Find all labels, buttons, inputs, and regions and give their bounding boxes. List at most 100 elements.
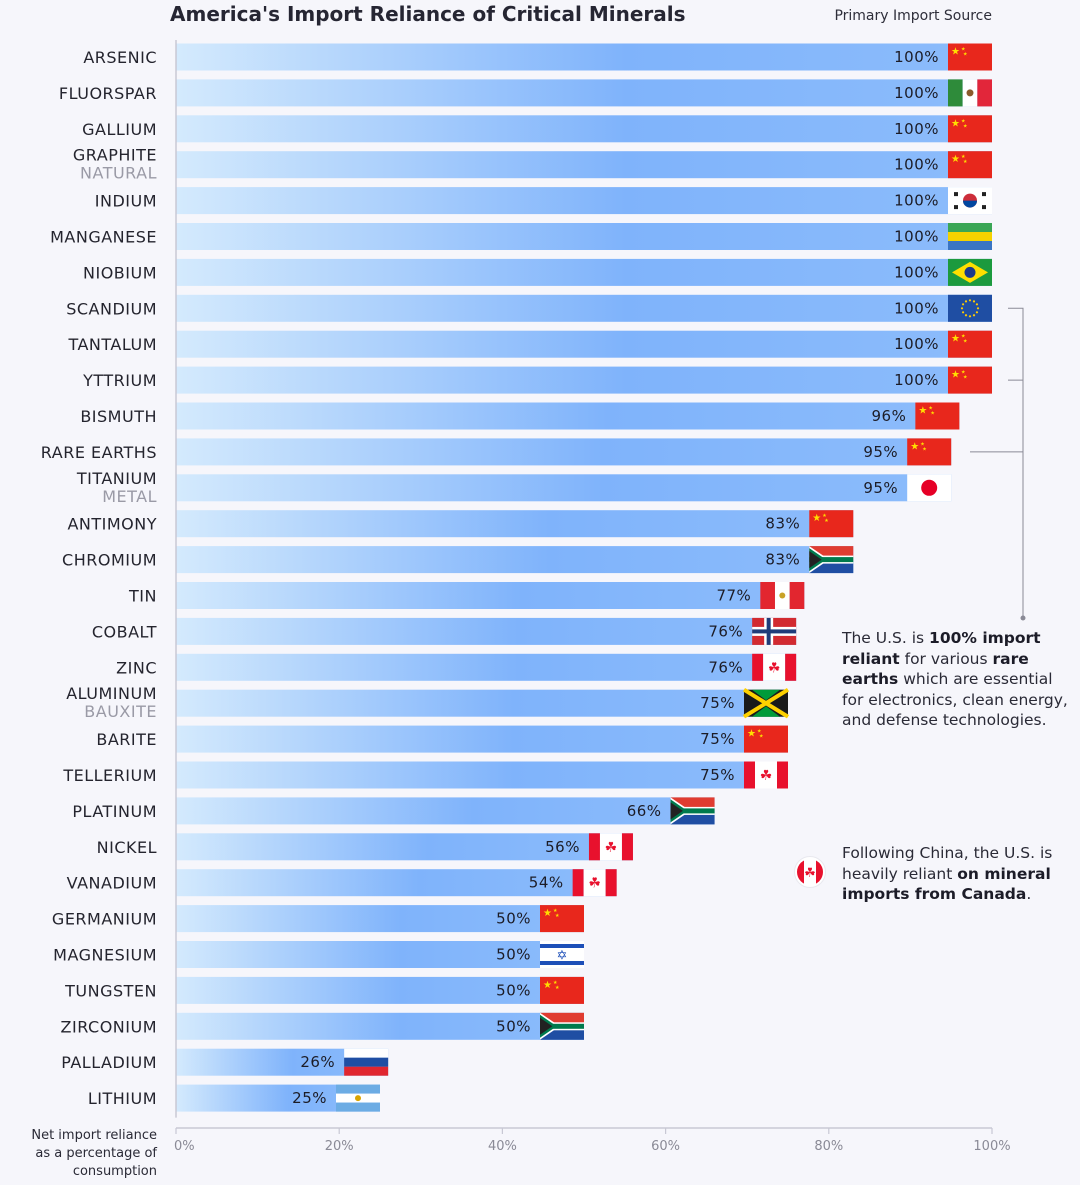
- category-label: COBALT: [92, 622, 157, 641]
- value-label: 100%: [894, 120, 939, 138]
- axis-label: Net import reliance: [31, 1128, 157, 1143]
- bar: [176, 976, 584, 1004]
- value-label: 56%: [545, 838, 580, 856]
- bar: [176, 43, 992, 71]
- svg-text:★: ★: [961, 154, 966, 160]
- x-tick-label: 20%: [325, 1139, 354, 1154]
- category-label: BARITE: [96, 730, 157, 749]
- value-label: 100%: [894, 263, 939, 281]
- value-label: 26%: [300, 1053, 335, 1071]
- svg-text:★: ★: [961, 334, 966, 340]
- flag-icon: ★ ★★: [948, 115, 992, 143]
- value-label: 100%: [894, 192, 939, 210]
- bar-row: 26% PALLADIUM: [61, 1048, 389, 1076]
- svg-text:☘: ☘: [804, 866, 816, 881]
- bar: [176, 330, 992, 358]
- category-label: GERMANIUM: [52, 910, 157, 929]
- category-label: YTTRIUM: [82, 371, 157, 390]
- svg-text:★: ★: [961, 47, 966, 53]
- category-label: BISMUTH: [80, 407, 157, 426]
- bar-row: ★ ★★ 100% ARSENIC: [83, 43, 992, 71]
- svg-text:★: ★: [822, 513, 827, 519]
- svg-text:★: ★: [951, 47, 960, 58]
- svg-text:★: ★: [961, 118, 966, 124]
- svg-text:★: ★: [951, 334, 960, 345]
- bar-row: 25% LITHIUM: [88, 1084, 380, 1112]
- value-label: 77%: [716, 587, 751, 605]
- bracket-line: [1008, 307, 1024, 381]
- flag-icon: ✡: [540, 941, 584, 968]
- svg-text:★: ★: [747, 729, 756, 740]
- category-label: TELLERIUM: [62, 766, 157, 785]
- category-label: TIN: [128, 587, 157, 606]
- value-label: 76%: [708, 658, 743, 676]
- flag-icon: [540, 1012, 584, 1040]
- x-tick-label: 40%: [488, 1139, 517, 1154]
- bar: [176, 223, 992, 250]
- svg-text:★: ★: [963, 52, 968, 58]
- canada-annotation: Following China, the U.S. is heavily rel…: [842, 843, 1074, 905]
- svg-text:★: ★: [543, 908, 552, 919]
- svg-text:★: ★: [757, 729, 762, 735]
- value-label: 54%: [529, 874, 564, 892]
- flag-icon: ★ ★★: [744, 725, 788, 753]
- value-label: 75%: [700, 766, 735, 784]
- flag-icon: [948, 258, 992, 286]
- x-tick-label: 60%: [651, 1139, 680, 1154]
- flag-icon: [670, 797, 715, 825]
- svg-text:★: ★: [951, 118, 960, 129]
- svg-text:✡: ✡: [557, 949, 568, 964]
- value-label: 95%: [863, 479, 898, 497]
- svg-text:★: ★: [824, 518, 829, 524]
- bar-row: ☘ 54% VANADIUM: [67, 869, 617, 897]
- bar-row: 100% SCANDIUM: [66, 294, 992, 322]
- bar-row: ★ ★★ 100% YTTRIUM: [82, 366, 992, 394]
- value-label: 100%: [894, 84, 939, 102]
- bar: [176, 366, 992, 394]
- flag-icon: ☘: [752, 653, 797, 681]
- bar: [176, 1012, 584, 1040]
- svg-text:★: ★: [951, 370, 960, 381]
- note-bold: on mineral imports from Canada: [842, 864, 1051, 904]
- flag-icon: ☘: [588, 833, 633, 861]
- bar-row: ✡ 50% MAGNESIUM: [53, 941, 584, 968]
- svg-text:★: ★: [928, 406, 933, 412]
- bar-row: ★ ★★ 50% GERMANIUM: [52, 905, 584, 933]
- category-label: TITANIUM: [76, 469, 157, 488]
- value-label: 95%: [863, 443, 898, 461]
- bar-row: 100% MANGANESE: [50, 223, 992, 250]
- x-tick-label: 0%: [174, 1139, 195, 1154]
- value-label: 25%: [292, 1089, 327, 1107]
- bar: [176, 653, 797, 681]
- bar: [176, 258, 992, 286]
- svg-text:★: ★: [812, 513, 821, 524]
- svg-text:☘: ☘: [768, 660, 781, 676]
- bar-row: ★ ★★ 95% RARE EARTHS: [41, 438, 952, 466]
- note-bold: rare earths: [842, 649, 1029, 689]
- flag-icon: [948, 294, 992, 322]
- bar-row: ★ ★★ 83% ANTIMONY: [67, 510, 854, 538]
- bar: [176, 905, 584, 933]
- value-label: 100%: [894, 371, 939, 389]
- svg-text:★: ★: [930, 411, 935, 417]
- category-sublabel: BAUXITE: [84, 702, 157, 721]
- category-label: FLUORSPAR: [59, 84, 157, 103]
- category-label: VANADIUM: [67, 874, 157, 893]
- bar: [176, 582, 805, 609]
- bar: [176, 689, 788, 717]
- svg-text:★: ★: [963, 339, 968, 345]
- bar-row: 50% ZIRCONIUM: [61, 1012, 584, 1040]
- bar-row: 76% COBALT: [92, 617, 797, 645]
- category-label: ANTIMONY: [67, 515, 157, 534]
- bar-row: ★ ★★ 100% TANTALUM: [67, 330, 992, 358]
- svg-text:★: ★: [555, 985, 560, 991]
- value-label: 100%: [894, 228, 939, 246]
- bar-row: 100% FLUORSPAR: [59, 79, 992, 107]
- bar: [176, 294, 992, 322]
- axis-label: consumption: [73, 1164, 157, 1179]
- bar: [176, 797, 715, 825]
- flag-icon: [336, 1084, 380, 1112]
- value-label: 75%: [700, 694, 735, 712]
